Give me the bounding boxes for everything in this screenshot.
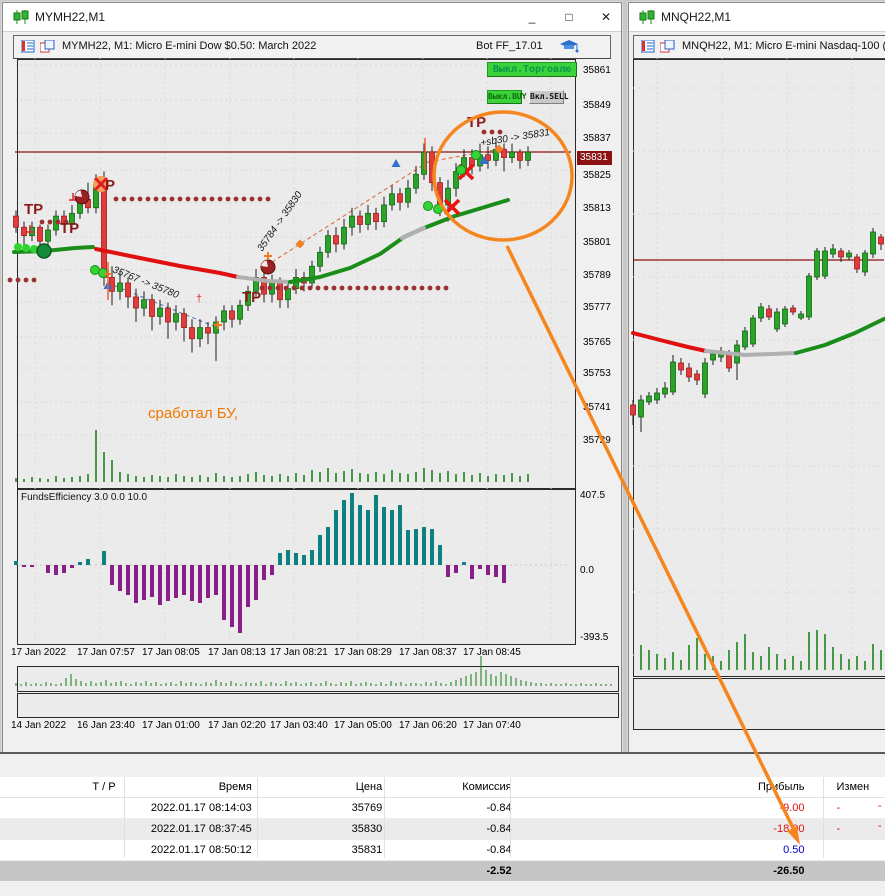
cell-profit: -9.00 (518, 798, 811, 818)
chart-header-bar: MNQH22, M1: Micro E-mini Nasdaq-100 ($2)… (633, 35, 885, 59)
chart-symbol-info: MNQH22, M1: Micro E-mini Nasdaq-100 ($2)… (682, 40, 885, 52)
cell-change-fragment: - (878, 800, 882, 812)
quotes-table-icon[interactable] (21, 40, 35, 56)
trade-toggle-button[interactable]: Выкл.Торговлю (487, 62, 577, 77)
indicator-axis-label: 407.5 (580, 490, 605, 501)
time-tick-label: 17 Jan 2022 (11, 647, 66, 658)
overview-empty-pane[interactable] (17, 693, 619, 718)
time-tick-label: 17 Jan 07:40 (463, 720, 521, 731)
table-header-row[interactable]: Т / Р Время Цена Комиссия Прибыль Измен (0, 777, 885, 798)
chart-mode-icon[interactable] (40, 40, 55, 56)
minimize-button[interactable]: _ (519, 7, 545, 27)
total-profit: -26.50 (518, 861, 811, 881)
chart-window-mymh22: MYMH22,M1 _ □ ✕ MYMH22, M1: Micro E-mini… (2, 2, 622, 754)
main-chart-pane[interactable] (17, 59, 576, 489)
buy-toggle-button[interactable]: Выкл.BUY (487, 90, 522, 104)
table-row[interactable]: 2022.01.17 08:50:12 35831 -0.84 0.50 (0, 840, 885, 861)
window-title: MYMH22,M1 (35, 10, 105, 24)
sell-toggle-button[interactable]: Вкл.SELL (529, 90, 564, 104)
price-tick-label: 35849 (583, 100, 611, 111)
cell-commission: -0.84 (388, 819, 517, 839)
time-tick-label: 17 Jan 08:37 (399, 647, 457, 658)
cell-price: 35769 (258, 798, 388, 818)
cell-profit: 0.50 (518, 840, 811, 860)
time-tick-label: 17 Jan 08:05 (142, 647, 200, 658)
indicator-name-label: FundsEfficiency 3.0 0.0 10.0 (21, 492, 147, 503)
bot-label: Bot FF_17.01 (476, 40, 543, 52)
time-tick-label: 17 Jan 06:20 (399, 720, 457, 731)
cell-change-fragment: - (878, 820, 882, 832)
chart-window-mnqh22: MNQH22,M1 MNQH22, M1: Micro E-mini Nasda… (628, 2, 885, 754)
price-tick-label: 35813 (583, 203, 611, 214)
col-header-commission: Комиссия (388, 777, 517, 797)
price-tick-label: 35741 (583, 402, 611, 413)
time-tick-label: 17 Jan 08:21 (270, 647, 328, 658)
col-header-change: Измен (811, 777, 885, 797)
maximize-button[interactable]: □ (556, 7, 582, 27)
total-commission: -2.52 (388, 861, 517, 881)
price-tick-label: 35753 (583, 368, 611, 379)
chart-mode-icon[interactable] (660, 40, 675, 56)
current-price-label: 35831 (577, 151, 612, 165)
time-tick-label: 17 Jan 08:45 (463, 647, 521, 658)
price-tick-label: 35789 (583, 270, 611, 281)
candlestick-icon (12, 9, 30, 30)
window-titlebar[interactable]: MNQH22,M1 (629, 3, 885, 32)
indicator-pane[interactable] (17, 489, 576, 645)
overview-empty-pane[interactable] (633, 678, 885, 730)
time-tick-label: 17 Jan 05:00 (334, 720, 392, 731)
close-button[interactable]: ✕ (593, 7, 619, 27)
cell-time: 2022.01.17 08:14:03 (122, 798, 258, 818)
chart-symbol-info: MYMH22, M1: Micro E-mini Dow $0.50: Marc… (62, 40, 316, 52)
cell-time: 2022.01.17 08:50:12 (122, 840, 258, 860)
history-table: Т / Р Время Цена Комиссия Прибыль Измен … (0, 777, 885, 881)
time-tick-label: 17 Jan 08:29 (334, 647, 392, 658)
col-header-price: Цена (258, 777, 388, 797)
cell-change: - (811, 819, 885, 839)
table-totals-row: -2.52 -26.50 (0, 861, 885, 881)
price-tick-label: 35777 (583, 302, 611, 313)
time-tick-label: 17 Jan 07:57 (77, 647, 135, 658)
cell-commission: -0.84 (388, 798, 517, 818)
cell-profit: -18.00 (518, 819, 811, 839)
cell-price: 35831 (258, 840, 388, 860)
cell-commission: -0.84 (388, 840, 517, 860)
col-header-time: Время (122, 777, 258, 797)
indicator-axis-label: -393.5 (580, 632, 608, 643)
price-tick-label: 35861 (583, 65, 611, 76)
cell-time: 2022.01.17 08:37:45 (122, 819, 258, 839)
time-tick-label: 17 Jan 03:40 (270, 720, 328, 731)
indicator-axis-label: 0.0 (580, 565, 594, 576)
price-tick-label: 35729 (583, 435, 611, 446)
time-tick-label: 16 Jan 23:40 (77, 720, 135, 731)
price-tick-label: 35765 (583, 337, 611, 348)
price-tick-label: 35801 (583, 237, 611, 248)
candlestick-icon (638, 9, 656, 30)
chart-header-bar: MYMH22, M1: Micro E-mini Dow $0.50: Marc… (13, 35, 611, 59)
cell-change (811, 840, 885, 860)
terminal-panel: Т / Р Время Цена Комиссия Прибыль Измен … (0, 752, 885, 896)
time-tick-label: 14 Jan 2022 (11, 720, 66, 731)
col-header-tp: Т / Р (0, 777, 122, 797)
cell-price: 35830 (258, 819, 388, 839)
table-row[interactable]: 2022.01.17 08:14:03 35769 -0.84 -9.00 - (0, 798, 885, 819)
price-axis[interactable] (575, 59, 620, 643)
col-header-profit: Прибыль (518, 777, 811, 797)
window-title: MNQH22,M1 (661, 10, 731, 24)
expert-advisor-icon[interactable] (560, 38, 579, 57)
price-tick-label: 35837 (583, 133, 611, 144)
time-tick-label: 17 Jan 08:13 (208, 647, 266, 658)
quotes-table-icon[interactable] (641, 40, 655, 56)
price-tick-label: 35825 (583, 170, 611, 181)
overview-volume-pane[interactable] (17, 666, 619, 692)
time-tick-label: 17 Jan 01:00 (142, 720, 200, 731)
window-titlebar[interactable]: MYMH22,M1 _ □ ✕ (3, 3, 621, 32)
cell-change: - (811, 798, 885, 818)
main-chart-pane[interactable] (633, 59, 885, 677)
time-tick-label: 17 Jan 02:20 (208, 720, 266, 731)
table-row[interactable]: 2022.01.17 08:37:45 35830 -0.84 -18.00 - (0, 819, 885, 840)
